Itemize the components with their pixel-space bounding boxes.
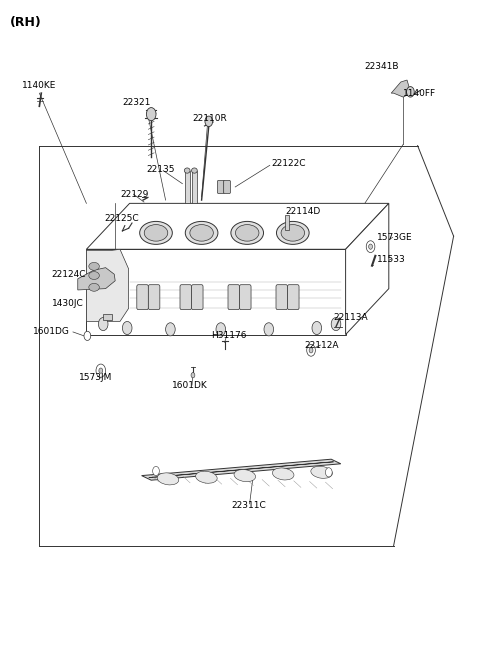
Bar xyxy=(185,171,190,203)
Text: 1140KE: 1140KE xyxy=(22,81,56,90)
FancyBboxPatch shape xyxy=(137,285,148,310)
Text: 1430JC: 1430JC xyxy=(52,298,84,308)
FancyBboxPatch shape xyxy=(180,285,192,310)
Text: 22129: 22129 xyxy=(120,190,148,199)
Text: 1601DG: 1601DG xyxy=(33,327,70,337)
Bar xyxy=(285,215,289,230)
Ellipse shape xyxy=(157,473,179,485)
Circle shape xyxy=(325,468,332,477)
Text: H31176: H31176 xyxy=(211,331,247,340)
Polygon shape xyxy=(149,462,334,478)
Ellipse shape xyxy=(234,470,255,482)
Circle shape xyxy=(407,87,414,97)
Text: 22112A: 22112A xyxy=(305,340,339,350)
FancyBboxPatch shape xyxy=(217,180,224,194)
Ellipse shape xyxy=(281,224,304,241)
Ellipse shape xyxy=(273,468,294,480)
Ellipse shape xyxy=(311,466,332,478)
Circle shape xyxy=(369,244,372,249)
Ellipse shape xyxy=(89,283,99,291)
Ellipse shape xyxy=(196,471,217,483)
Circle shape xyxy=(122,321,132,335)
Ellipse shape xyxy=(185,221,218,245)
Ellipse shape xyxy=(231,221,264,245)
Ellipse shape xyxy=(140,221,172,245)
Ellipse shape xyxy=(236,224,259,241)
Text: (RH): (RH) xyxy=(10,16,41,30)
FancyBboxPatch shape xyxy=(148,285,160,310)
Polygon shape xyxy=(86,249,129,321)
Circle shape xyxy=(99,368,103,373)
Circle shape xyxy=(166,323,175,336)
Ellipse shape xyxy=(192,168,197,173)
Ellipse shape xyxy=(190,224,213,241)
Circle shape xyxy=(312,321,322,335)
Ellipse shape xyxy=(89,262,99,270)
Polygon shape xyxy=(86,249,346,335)
Text: 1601DK: 1601DK xyxy=(172,381,207,390)
Bar xyxy=(103,314,112,320)
Polygon shape xyxy=(142,459,341,480)
Circle shape xyxy=(309,348,313,353)
Polygon shape xyxy=(391,80,409,97)
Circle shape xyxy=(96,364,106,377)
Circle shape xyxy=(191,373,195,378)
FancyBboxPatch shape xyxy=(224,180,230,194)
Text: 22113A: 22113A xyxy=(334,313,368,322)
FancyBboxPatch shape xyxy=(192,285,203,310)
FancyBboxPatch shape xyxy=(288,285,299,310)
Text: 22124C: 22124C xyxy=(52,270,86,279)
Text: 22110R: 22110R xyxy=(192,113,227,123)
Circle shape xyxy=(153,466,159,476)
Circle shape xyxy=(84,331,91,340)
Text: 22341B: 22341B xyxy=(365,62,399,72)
Text: 1573GE: 1573GE xyxy=(377,233,412,242)
Circle shape xyxy=(146,108,156,121)
Polygon shape xyxy=(346,203,389,335)
Circle shape xyxy=(307,344,315,356)
Ellipse shape xyxy=(184,168,190,173)
Text: 22125C: 22125C xyxy=(105,214,139,223)
Text: 1573JM: 1573JM xyxy=(79,373,113,382)
Polygon shape xyxy=(86,203,389,249)
Text: 22122C: 22122C xyxy=(271,159,306,169)
Text: 22321: 22321 xyxy=(122,98,151,108)
Text: 11533: 11533 xyxy=(377,255,406,264)
Ellipse shape xyxy=(144,224,168,241)
Text: 22311C: 22311C xyxy=(232,501,266,510)
Text: 22135: 22135 xyxy=(146,165,175,174)
Text: 22114D: 22114D xyxy=(286,207,321,216)
Circle shape xyxy=(366,241,375,253)
Ellipse shape xyxy=(89,272,99,279)
FancyBboxPatch shape xyxy=(240,285,251,310)
Circle shape xyxy=(205,116,213,127)
Circle shape xyxy=(98,318,108,331)
Ellipse shape xyxy=(276,221,309,245)
Polygon shape xyxy=(78,268,115,290)
FancyBboxPatch shape xyxy=(276,285,288,310)
Circle shape xyxy=(216,323,226,336)
Bar xyxy=(192,171,197,203)
Text: 1140FF: 1140FF xyxy=(403,89,436,98)
Circle shape xyxy=(264,323,274,336)
Circle shape xyxy=(331,318,341,331)
FancyBboxPatch shape xyxy=(228,285,240,310)
